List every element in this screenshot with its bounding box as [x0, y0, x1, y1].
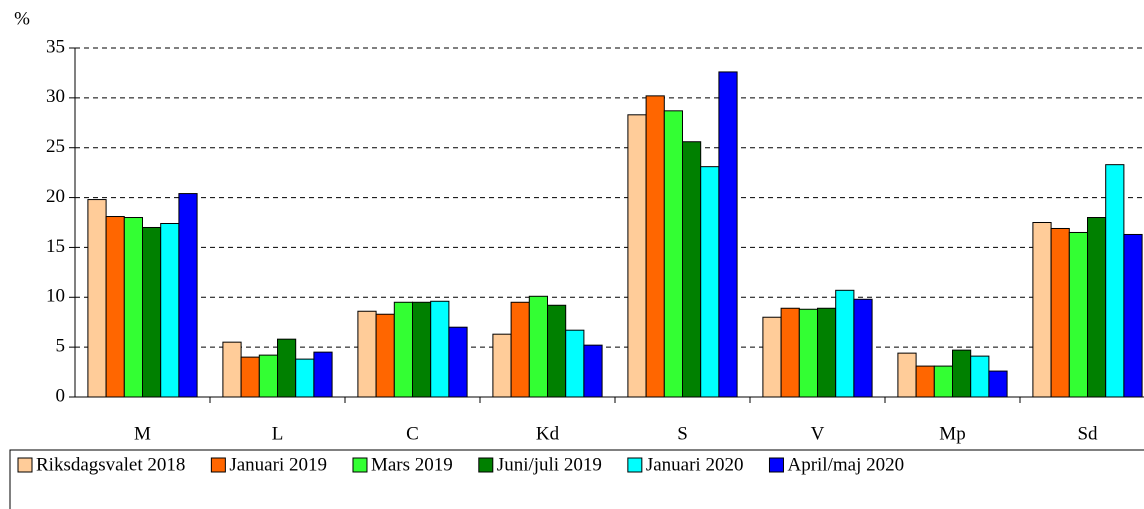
y-tick-label: 25 — [46, 136, 65, 157]
bar — [718, 71, 738, 398]
bar — [1032, 222, 1052, 398]
y-tick-label: 20 — [46, 186, 65, 207]
bar — [565, 329, 585, 398]
bar — [780, 307, 800, 398]
x-tick-label: L — [272, 423, 284, 444]
legend-swatch — [478, 457, 494, 473]
bar — [375, 313, 395, 398]
legend-swatch — [352, 457, 368, 473]
y-tick-label: 35 — [46, 36, 65, 57]
bar — [835, 289, 855, 398]
bar — [1105, 164, 1125, 398]
bar — [222, 341, 242, 398]
legend-label: Riksdagsvalet 2018 — [36, 454, 185, 475]
legend-label: April/maj 2020 — [787, 454, 904, 475]
y-tick-label: 10 — [46, 286, 65, 307]
x-tick-label: M — [134, 423, 151, 444]
bar — [142, 226, 162, 398]
bar — [645, 95, 665, 398]
x-tick-label: Sd — [1077, 423, 1098, 444]
bar — [448, 326, 468, 398]
bar — [970, 355, 990, 398]
bar — [240, 356, 260, 398]
bar — [528, 295, 548, 398]
bar — [933, 365, 953, 398]
bar — [547, 304, 567, 398]
y-tick-label: 5 — [56, 336, 66, 357]
y-tick-label: 30 — [46, 86, 65, 107]
bar — [897, 352, 917, 398]
bar — [583, 344, 603, 398]
bar — [258, 354, 278, 398]
bar — [853, 298, 873, 398]
bar — [277, 338, 297, 398]
x-tick-label: V — [811, 423, 825, 444]
bar — [430, 300, 450, 398]
bar — [700, 166, 720, 398]
bar — [627, 114, 647, 398]
legend-box — [9, 449, 1144, 509]
bar — [988, 370, 1008, 398]
y-axis-label: % — [14, 8, 30, 29]
bar — [1123, 233, 1143, 398]
bar — [510, 301, 530, 398]
bar — [393, 301, 413, 398]
bar — [123, 217, 144, 398]
bar — [1087, 217, 1107, 398]
bar — [178, 193, 198, 398]
bar — [798, 308, 818, 398]
bar — [160, 222, 180, 398]
bar — [817, 307, 837, 398]
legend-label: Januari 2019 — [229, 454, 327, 475]
y-tick-label: 0 — [56, 385, 66, 406]
legend-swatch — [627, 457, 643, 473]
legend-label: Juni/juli 2019 — [497, 454, 602, 475]
x-tick-label: C — [406, 423, 419, 444]
bar — [663, 110, 683, 398]
legend-swatch — [210, 457, 226, 473]
bar — [357, 310, 377, 398]
bar — [1050, 227, 1070, 398]
legend-label: Mars 2019 — [371, 454, 453, 475]
legend-label: Januari 2020 — [646, 454, 744, 475]
legend-swatch — [768, 457, 784, 473]
x-tick-label: S — [677, 423, 688, 444]
bar — [313, 351, 333, 398]
bar — [762, 316, 782, 398]
bar — [915, 365, 935, 398]
bar — [682, 141, 702, 398]
bar — [1068, 231, 1089, 398]
bar — [87, 199, 107, 398]
x-tick-label: Mp — [939, 423, 965, 444]
bar — [105, 216, 125, 398]
legend-swatch — [17, 457, 33, 473]
bar — [295, 358, 315, 398]
x-tick-label: Kd — [536, 423, 560, 444]
y-tick-label: 15 — [46, 236, 65, 257]
bar — [492, 333, 512, 398]
bar — [412, 301, 432, 398]
bar — [952, 349, 972, 398]
